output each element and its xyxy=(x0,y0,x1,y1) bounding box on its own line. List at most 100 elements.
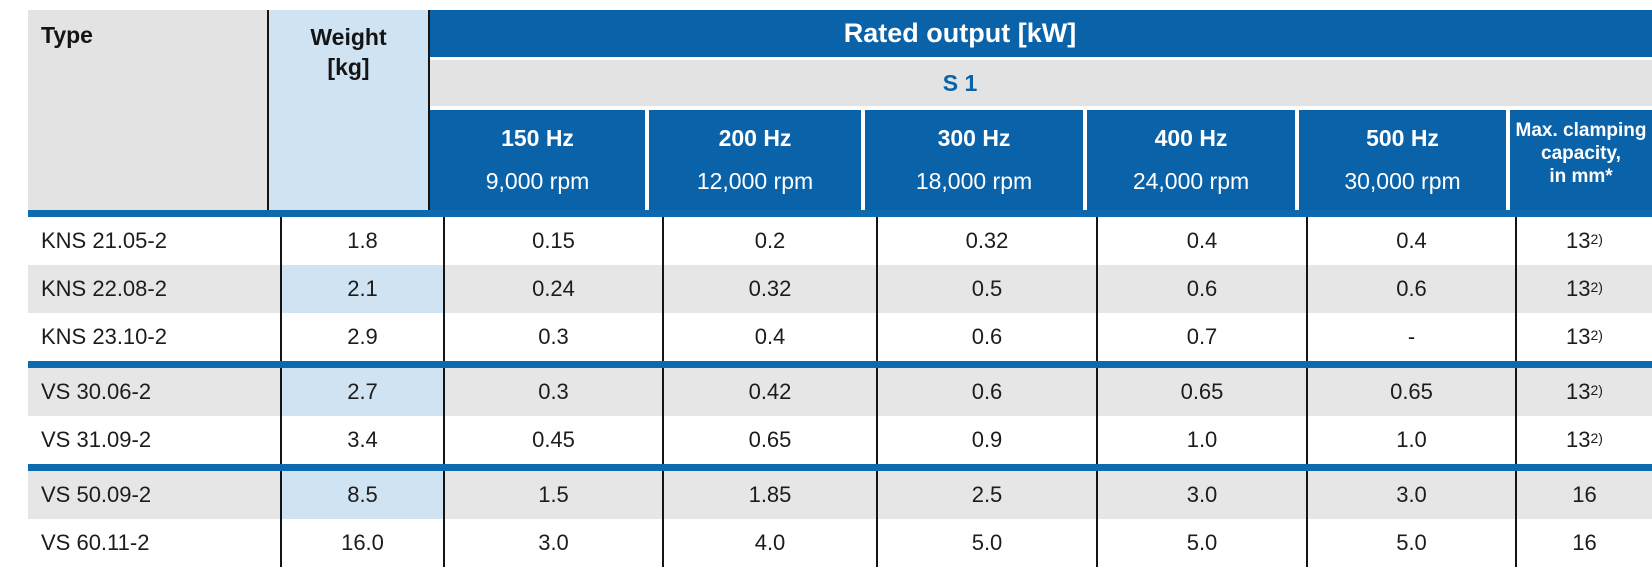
freq-header-500hz: 500 Hz 30,000 rpm xyxy=(1295,110,1506,210)
rated-output-header-group: Rated output [kW] S 1 150 Hz 9,000 rpm 2… xyxy=(428,10,1652,210)
table-header: Type Weight [kg] Rated output [kW] S 1 1… xyxy=(28,10,1652,210)
freq-label: 400 Hz xyxy=(1154,125,1228,151)
freq-label: 300 Hz xyxy=(937,125,1011,151)
output-cell-500hz: 0.4 xyxy=(1306,217,1515,265)
rated-output-label: Rated output [kW] xyxy=(843,18,1077,48)
type-cell: KNS 22.08-2 xyxy=(41,276,167,301)
freq-label: 150 Hz xyxy=(501,125,574,151)
header-underline xyxy=(28,210,1652,217)
output-cell-200hz: 0.32 xyxy=(662,265,876,313)
clamping-cell: 13 2) xyxy=(1515,217,1652,265)
output-cell-150hz: 3.0 xyxy=(443,519,662,567)
weight-cell: 2.1 xyxy=(280,265,443,313)
output-cell-200hz: 4.0 xyxy=(662,519,876,567)
freq-label: 500 Hz xyxy=(1366,125,1439,151)
clamping-cell: 16 xyxy=(1515,471,1652,519)
max-clamping-header: Max. clamping capacity, in mm* xyxy=(1506,110,1652,210)
output-cell-500hz: 5.0 xyxy=(1306,519,1515,567)
group-separator xyxy=(28,361,1652,368)
output-cell-500hz: 1.0 xyxy=(1306,416,1515,464)
type-cell: KNS 23.10-2 xyxy=(41,324,167,349)
table-row: VS 50.09-2 8.5 1.5 1.85 2.5 3.0 3.0 16 xyxy=(28,471,1652,519)
rpm-label: 24,000 rpm xyxy=(1132,168,1250,194)
clamping-cell: 13 2) xyxy=(1515,416,1652,464)
frequency-header-row: 150 Hz 9,000 rpm 200 Hz 12,000 rpm 300 H… xyxy=(430,110,1652,210)
table-row: KNS 21.05-2 1.8 0.15 0.2 0.32 0.4 0.4 13… xyxy=(28,217,1652,265)
weight-cell: 2.7 xyxy=(280,368,443,416)
clamping-cell: 13 2) xyxy=(1515,368,1652,416)
weight-cell: 8.5 xyxy=(280,471,443,519)
weight-label-line2: [kg] xyxy=(327,54,370,80)
output-cell-200hz: 0.2 xyxy=(662,217,876,265)
header-band-gap xyxy=(430,57,1652,60)
rated-output-table: Type Weight [kg] Rated output [kW] S 1 1… xyxy=(28,10,1652,567)
output-cell-400hz: 0.7 xyxy=(1096,313,1306,361)
freq-header-200hz: 200 Hz 12,000 rpm xyxy=(645,110,861,210)
output-cell-300hz: 0.6 xyxy=(876,368,1096,416)
weight-cell: 3.4 xyxy=(280,416,443,464)
table-row: KNS 23.10-2 2.9 0.3 0.4 0.6 0.7 - 13 2) xyxy=(28,313,1652,361)
clamping-cell: 13 2) xyxy=(1515,265,1652,313)
output-cell-400hz: 1.0 xyxy=(1096,416,1306,464)
duty-cycle-band: S 1 xyxy=(430,60,1652,106)
output-cell-500hz: 0.6 xyxy=(1306,265,1515,313)
weight-column-header: Weight [kg] xyxy=(267,10,428,210)
output-cell-200hz: 0.65 xyxy=(662,416,876,464)
freq-header-150hz: 150 Hz 9,000 rpm xyxy=(430,110,645,210)
table-row: VS 31.09-2 3.4 0.45 0.65 0.9 1.0 1.0 13 2… xyxy=(28,416,1652,464)
output-cell-150hz: 0.15 xyxy=(443,217,662,265)
output-cell-300hz: 0.32 xyxy=(876,217,1096,265)
clamping-cell: 16 xyxy=(1515,519,1652,567)
weight-cell: 1.8 xyxy=(280,217,443,265)
header-band-gap xyxy=(430,106,1652,110)
rpm-label: 30,000 rpm xyxy=(1344,168,1461,194)
output-cell-150hz: 0.24 xyxy=(443,265,662,313)
weight-label-line1: Weight xyxy=(310,24,387,50)
output-cell-300hz: 5.0 xyxy=(876,519,1096,567)
rpm-label: 12,000 rpm xyxy=(696,168,814,194)
table-body: KNS 21.05-2 1.8 0.15 0.2 0.32 0.4 0.4 13… xyxy=(28,217,1652,567)
output-cell-200hz: 1.85 xyxy=(662,471,876,519)
clamping-label-line: in mm* xyxy=(1549,166,1613,187)
weight-cell: 2.9 xyxy=(280,313,443,361)
type-column-header: Type xyxy=(28,10,267,210)
table-row: KNS 22.08-2 2.1 0.24 0.32 0.5 0.6 0.6 13… xyxy=(28,265,1652,313)
clamping-label-line: capacity, xyxy=(1541,143,1621,164)
type-cell: VS 60.11-2 xyxy=(41,530,150,555)
output-cell-150hz: 0.3 xyxy=(443,313,662,361)
type-cell: VS 31.09-2 xyxy=(41,427,152,452)
output-cell-500hz: 3.0 xyxy=(1306,471,1515,519)
output-cell-150hz: 0.45 xyxy=(443,416,662,464)
type-cell: KNS 21.05-2 xyxy=(41,228,167,253)
table-row: VS 60.11-2 16.0 3.0 4.0 5.0 5.0 5.0 16 xyxy=(28,519,1652,567)
freq-label: 200 Hz xyxy=(718,125,792,151)
rpm-label: 9,000 rpm xyxy=(485,168,590,194)
freq-header-300hz: 300 Hz 18,000 rpm xyxy=(861,110,1083,210)
output-cell-500hz: - xyxy=(1306,313,1515,361)
output-cell-300hz: 0.6 xyxy=(876,313,1096,361)
rated-output-band: Rated output [kW] xyxy=(430,10,1652,57)
duty-cycle-label: S 1 xyxy=(942,70,978,96)
group-separator xyxy=(28,464,1652,471)
output-cell-150hz: 1.5 xyxy=(443,471,662,519)
output-cell-500hz: 0.65 xyxy=(1306,368,1515,416)
output-cell-200hz: 0.4 xyxy=(662,313,876,361)
output-cell-400hz: 5.0 xyxy=(1096,519,1306,567)
output-cell-400hz: 0.6 xyxy=(1096,265,1306,313)
weight-cell: 16.0 xyxy=(280,519,443,567)
freq-header-400hz: 400 Hz 24,000 rpm xyxy=(1083,110,1295,210)
output-cell-150hz: 0.3 xyxy=(443,368,662,416)
output-cell-300hz: 0.5 xyxy=(876,265,1096,313)
clamping-cell: 13 2) xyxy=(1515,313,1652,361)
rpm-label: 18,000 rpm xyxy=(915,168,1033,194)
output-cell-400hz: 3.0 xyxy=(1096,471,1306,519)
output-cell-200hz: 0.42 xyxy=(662,368,876,416)
output-cell-400hz: 0.65 xyxy=(1096,368,1306,416)
output-cell-300hz: 0.9 xyxy=(876,416,1096,464)
output-cell-400hz: 0.4 xyxy=(1096,217,1306,265)
table-row: VS 30.06-2 2.7 0.3 0.42 0.6 0.65 0.65 13… xyxy=(28,368,1652,416)
clamping-label-line: Max. clamping xyxy=(1515,120,1647,141)
type-cell: VS 50.09-2 xyxy=(41,482,152,507)
output-cell-300hz: 2.5 xyxy=(876,471,1096,519)
